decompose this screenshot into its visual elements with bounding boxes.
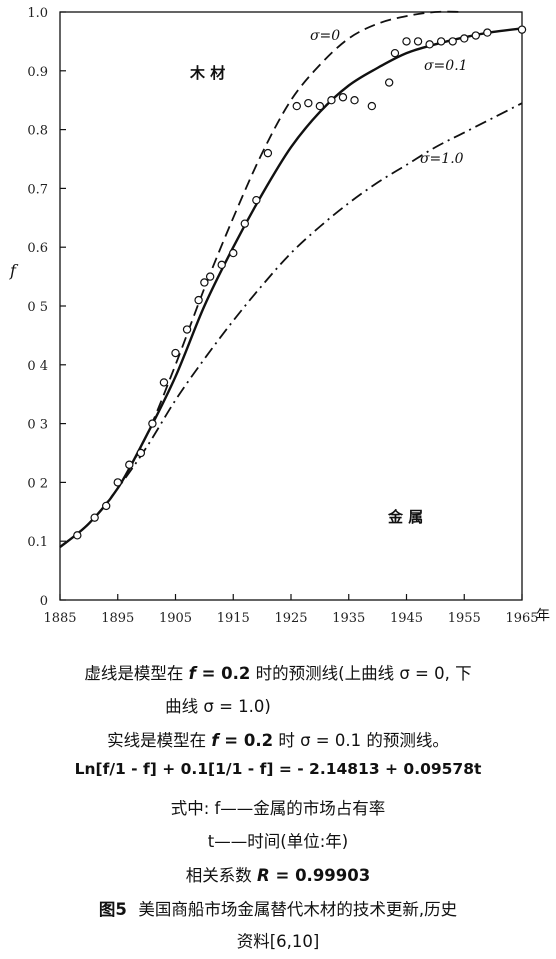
data-point (413, 37, 423, 46)
data-point (517, 25, 527, 34)
data-point (90, 513, 99, 522)
x-tick-label: 1935 (332, 611, 365, 626)
curve-label-sigma-0: σ=0 (310, 28, 340, 44)
data-point (101, 501, 111, 511)
x-tick-label: 1925 (274, 611, 307, 626)
y-tick-label: 0.1 (27, 535, 48, 550)
chart-ticks: 1885 1895 1905 1915 1925 1935 1945 1955 1965 0 0.1… (27, 6, 538, 626)
x-tick-label: 1885 (43, 611, 76, 626)
x-tick-label: 1895 (101, 611, 134, 626)
curve-sigma-0 (59, 10, 465, 548)
caption-legend-f: 式中: f——金属的市场占有率 (170, 799, 386, 818)
data-point (240, 219, 249, 228)
x-tick-label: 1955 (448, 611, 481, 626)
data-point (182, 325, 192, 334)
curve-label-sigma-10: σ=1.0 (420, 151, 464, 167)
data-point (304, 98, 313, 108)
chart-points (73, 25, 527, 540)
data-point (367, 101, 377, 111)
y-tick-label: 0.6 (27, 241, 48, 256)
x-tick-label: 1965 (505, 611, 538, 626)
figure-title-line-2: 资料[6,10] (236, 932, 320, 951)
caption-line-2: 曲线 σ = 1.0) (165, 697, 271, 716)
plot-frame (59, 11, 523, 601)
data-point (460, 34, 469, 43)
data-point (384, 78, 394, 87)
data-point (171, 348, 180, 358)
y-tick-label: 0 3 (27, 418, 48, 433)
caption-line-3: 实线是模型在 f = 0.2 时 σ = 0.1 的预测线。 (107, 731, 449, 750)
curve-sigma-10 (59, 102, 523, 548)
data-point (425, 40, 434, 49)
y-tick-label: 1.0 (27, 6, 48, 21)
data-point (263, 148, 273, 158)
chart-axes (59, 11, 523, 601)
data-point (338, 93, 348, 102)
x-axis-unit-label: 年 (536, 608, 550, 624)
data-point (159, 378, 169, 387)
curve-label-sigma-01: σ=0.1 (424, 58, 468, 74)
y-tick-label: 0 2 (27, 476, 48, 491)
data-point (390, 48, 400, 58)
data-point (113, 478, 122, 487)
data-point (402, 37, 411, 46)
x-tick-label: 1915 (217, 611, 250, 626)
caption-equation: Ln[f/1 - f] + 0.1[1/1 - f] = - 2.14813 +… (74, 760, 482, 778)
y-tick-label: 0.7 (27, 182, 48, 197)
data-point (73, 531, 82, 540)
data-point (217, 260, 226, 270)
y-tick-label: 0 4 (27, 359, 48, 374)
data-point (448, 37, 457, 46)
y-axis-label: f (9, 261, 19, 280)
data-point (125, 460, 134, 469)
region-label-metal: 金 属 (387, 508, 423, 526)
data-point (252, 195, 261, 205)
caption-legend-t: t——时间(单位:年) (207, 832, 349, 851)
x-tick-label: 1905 (159, 611, 192, 626)
chart: 1885 1895 1905 1915 1925 1935 1945 1955 1965 0 0.1… (9, 6, 550, 626)
data-point (136, 448, 146, 458)
data-point (205, 272, 215, 281)
y-tick-label: 0 (40, 594, 48, 609)
curve-sigma-01 (59, 27, 523, 549)
data-point (292, 101, 301, 111)
y-tick-label: 0 5 (27, 300, 48, 315)
figure-title: 图5 美国商船市场金属替代木材的技术更新,历史 (98, 900, 458, 919)
data-point (471, 31, 480, 40)
region-label-wood: 木 材 (189, 64, 225, 82)
data-point (436, 37, 446, 46)
y-tick-label: 0.8 (27, 124, 48, 139)
data-point (148, 419, 157, 428)
data-point (229, 248, 238, 258)
data-point (200, 278, 209, 287)
caption-correlation: 相关系数 R = 0.99903 (185, 866, 371, 885)
data-point (483, 28, 492, 37)
data-point (350, 95, 359, 105)
caption-line-1: 虚线是模型在 f = 0.2 时的预测线(上曲线 σ = 0, 下 (84, 664, 472, 683)
y-tick-label: 0.9 (27, 65, 48, 80)
data-point (327, 95, 336, 105)
x-tick-label: 1945 (390, 611, 423, 626)
data-point (194, 295, 203, 305)
data-point (315, 101, 325, 111)
